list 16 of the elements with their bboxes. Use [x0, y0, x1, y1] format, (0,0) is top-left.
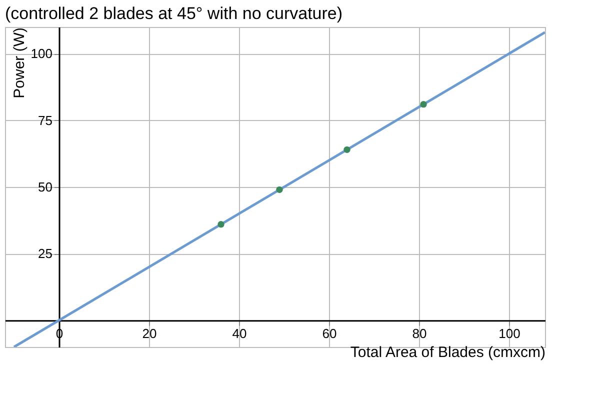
y-tick-label: 50	[38, 180, 52, 194]
y-tick-label: 25	[38, 246, 52, 262]
point	[218, 220, 224, 228]
y-tick-label: 75	[38, 112, 52, 128]
x-axis-title: Total Area of Blades (cmxcm)	[350, 344, 546, 361]
x-tick-label: 100	[498, 326, 520, 341]
y-tick-label: 100	[30, 46, 52, 62]
x-tick-label: 60	[322, 326, 337, 341]
x-tick-label: 20	[142, 326, 157, 341]
point	[276, 186, 283, 194]
x-tick-label: 80	[412, 326, 427, 341]
y-axis-title: Power (W)	[10, 28, 28, 98]
x-tick-label: 40	[232, 326, 247, 341]
chart-title: (controlled 2 blades at 45° with no curvature)	[5, 4, 343, 23]
point	[420, 100, 427, 108]
point	[344, 146, 350, 154]
